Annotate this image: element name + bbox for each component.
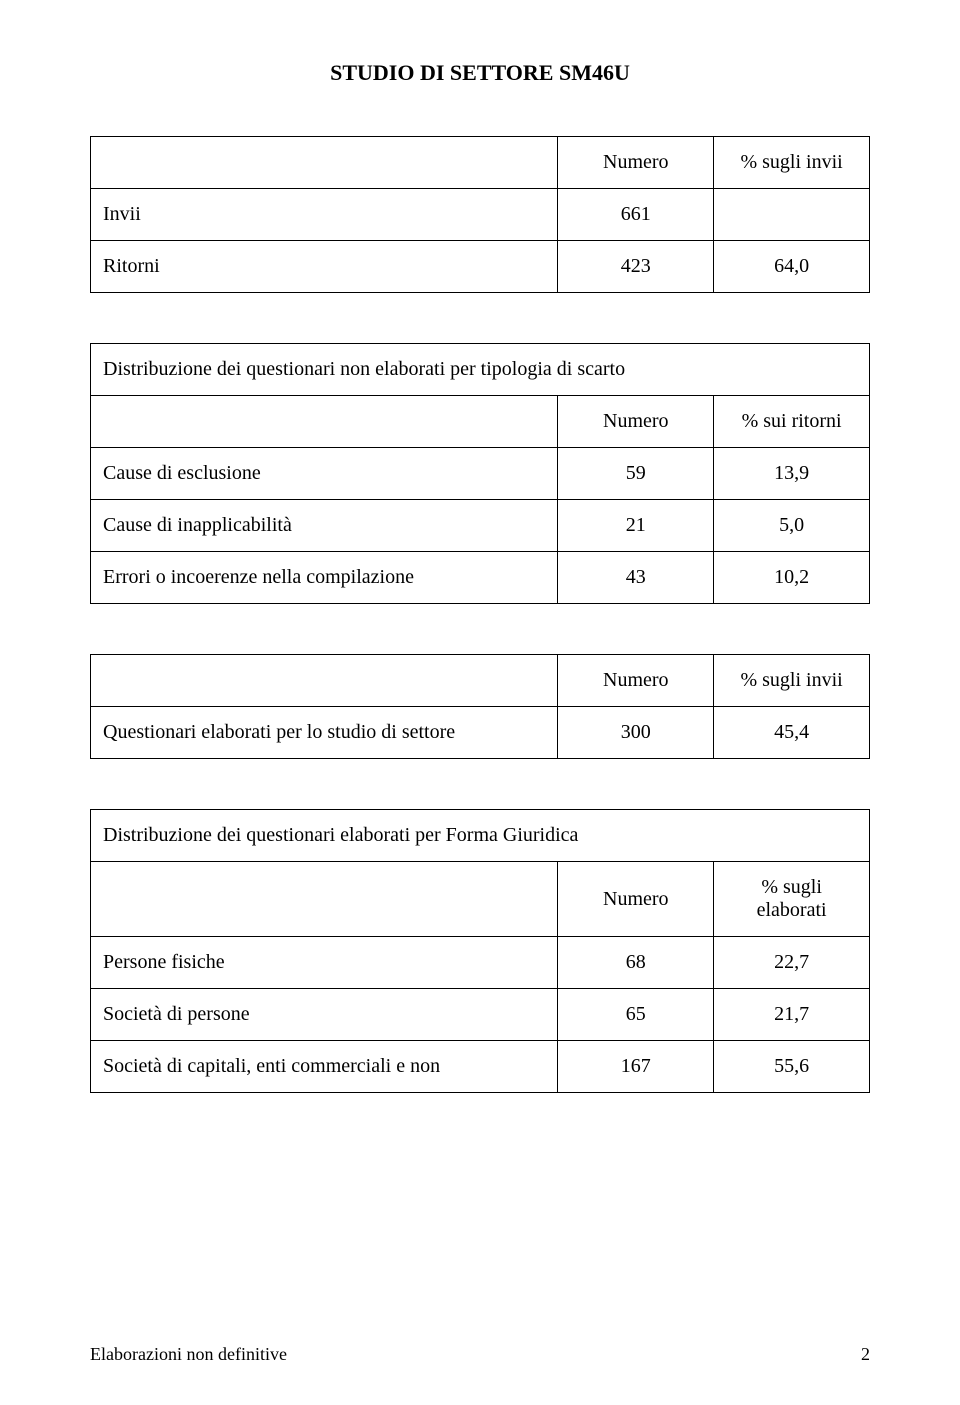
table-row: Ritorni 423 64,0 <box>91 241 870 293</box>
row-pct: 21,7 <box>714 989 870 1041</box>
table-row: Questionari elaborati per lo studio di s… <box>91 707 870 759</box>
table-row: Persone fisiche 68 22,7 <box>91 937 870 989</box>
empty-cell <box>91 396 558 448</box>
footer-page-number: 2 <box>861 1344 870 1365</box>
row-num: 300 <box>558 707 714 759</box>
row-num: 423 <box>558 241 714 293</box>
header-numero: Numero <box>558 396 714 448</box>
row-label: Invii <box>91 189 558 241</box>
table-header-row: Numero % sui ritorni <box>91 396 870 448</box>
row-pct: 13,9 <box>714 448 870 500</box>
row-label: Società di persone <box>91 989 558 1041</box>
table-forma-giuridica: Distribuzione dei questionari elaborati … <box>90 809 870 1093</box>
row-num: 661 <box>558 189 714 241</box>
header-pct: % sui ritorni <box>714 396 870 448</box>
row-label: Questionari elaborati per lo studio di s… <box>91 707 558 759</box>
header-pct: % sugli invii <box>714 137 870 189</box>
header-numero: Numero <box>558 137 714 189</box>
table-row: Errori o incoerenze nella compilazione 4… <box>91 552 870 604</box>
table-row: Invii 661 <box>91 189 870 241</box>
row-label: Cause di inapplicabilità <box>91 500 558 552</box>
row-num: 65 <box>558 989 714 1041</box>
header-pct: % sugli invii <box>714 655 870 707</box>
table-elaborati-settore: Numero % sugli invii Questionari elabora… <box>90 654 870 759</box>
table-header-row: Numero % sugli elaborati <box>91 862 870 937</box>
row-pct: 22,7 <box>714 937 870 989</box>
empty-cell <box>91 862 558 937</box>
row-pct: 55,6 <box>714 1041 870 1093</box>
header-pct: % sugli elaborati <box>714 862 870 937</box>
table-title-row: Distribuzione dei questionari elaborati … <box>91 810 870 862</box>
row-pct: 64,0 <box>714 241 870 293</box>
row-num: 59 <box>558 448 714 500</box>
table-scarto: Distribuzione dei questionari non elabor… <box>90 343 870 604</box>
row-label: Errori o incoerenze nella compilazione <box>91 552 558 604</box>
row-num: 167 <box>558 1041 714 1093</box>
row-pct: 10,2 <box>714 552 870 604</box>
empty-cell <box>91 655 558 707</box>
table-title-row: Distribuzione dei questionari non elabor… <box>91 344 870 396</box>
header-numero: Numero <box>558 862 714 937</box>
row-num: 68 <box>558 937 714 989</box>
row-pct: 5,0 <box>714 500 870 552</box>
row-pct <box>714 189 870 241</box>
row-pct: 45,4 <box>714 707 870 759</box>
table-row: Società di persone 65 21,7 <box>91 989 870 1041</box>
table-row: Società di capitali, enti commerciali e … <box>91 1041 870 1093</box>
page-footer: Elaborazioni non definitive 2 <box>90 1344 870 1365</box>
row-label: Persone fisiche <box>91 937 558 989</box>
row-num: 21 <box>558 500 714 552</box>
row-num: 43 <box>558 552 714 604</box>
table-header-row: Numero % sugli invii <box>91 137 870 189</box>
table-row: Cause di inapplicabilità 21 5,0 <box>91 500 870 552</box>
row-label: Società di capitali, enti commerciali e … <box>91 1041 558 1093</box>
table-header-row: Numero % sugli invii <box>91 655 870 707</box>
table-invii-ritorni: Numero % sugli invii Invii 661 Ritorni 4… <box>90 136 870 293</box>
page-title: STUDIO DI SETTORE SM46U <box>90 60 870 86</box>
row-label: Cause di esclusione <box>91 448 558 500</box>
empty-cell <box>91 137 558 189</box>
header-numero: Numero <box>558 655 714 707</box>
footer-left: Elaborazioni non definitive <box>90 1344 287 1365</box>
table-title: Distribuzione dei questionari elaborati … <box>91 810 870 862</box>
row-label: Ritorni <box>91 241 558 293</box>
table-title: Distribuzione dei questionari non elabor… <box>91 344 870 396</box>
table-row: Cause di esclusione 59 13,9 <box>91 448 870 500</box>
